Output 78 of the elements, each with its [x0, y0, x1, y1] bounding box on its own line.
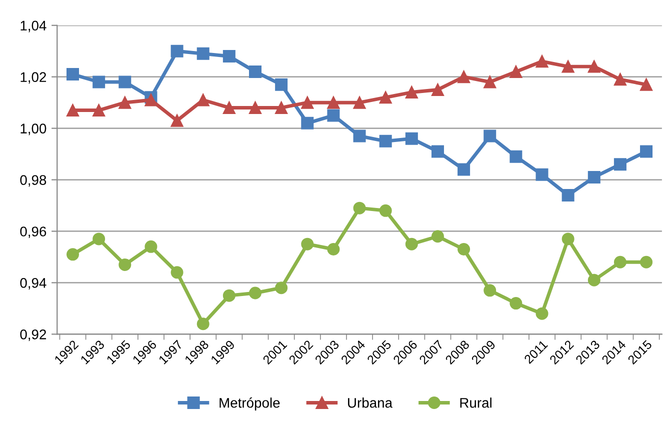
point — [562, 188, 574, 202]
point — [170, 266, 184, 279]
point — [118, 96, 132, 109]
point — [275, 78, 288, 91]
point — [66, 68, 80, 81]
y-tick-label: 0,92 — [20, 330, 46, 341]
point — [248, 65, 262, 78]
point — [458, 163, 470, 176]
point — [301, 96, 314, 109]
point — [248, 101, 262, 114]
y-tick-label: 0,96 — [20, 226, 46, 238]
point — [484, 284, 496, 297]
legend-label: Metrópole — [220, 397, 280, 410]
point — [196, 94, 210, 106]
y-tick-label: 0,94 — [20, 278, 46, 290]
point — [353, 96, 366, 109]
legend-label: Rural — [460, 398, 492, 408]
point — [588, 274, 600, 286]
point — [458, 70, 470, 84]
point — [92, 232, 106, 246]
point — [66, 104, 80, 117]
point — [275, 282, 288, 294]
point — [92, 104, 106, 117]
point — [510, 297, 522, 310]
point — [170, 114, 184, 127]
point — [379, 134, 392, 148]
point — [66, 248, 80, 261]
point — [431, 145, 444, 158]
y-tick-label: 1,02 — [20, 72, 46, 84]
point — [248, 286, 262, 300]
point — [536, 307, 548, 320]
point — [484, 130, 496, 142]
point — [405, 86, 418, 99]
point — [222, 289, 236, 302]
point — [614, 158, 626, 171]
y-tick-label: 1,04 — [20, 20, 46, 32]
point — [536, 168, 548, 181]
point — [379, 91, 392, 104]
point — [275, 101, 288, 114]
y-tick-label: 0,98 — [20, 175, 46, 187]
point — [458, 243, 470, 256]
point — [431, 83, 444, 96]
point — [222, 101, 236, 114]
point — [588, 170, 600, 184]
point — [484, 76, 496, 88]
point — [379, 204, 392, 217]
y-tick-label: 1,00 — [20, 124, 46, 136]
point — [222, 50, 236, 63]
point — [510, 150, 522, 163]
point — [170, 44, 184, 58]
point — [92, 76, 106, 88]
point — [614, 73, 626, 86]
point — [353, 130, 366, 142]
point — [405, 132, 418, 145]
point — [640, 256, 653, 268]
point — [353, 202, 366, 214]
point — [118, 76, 132, 88]
legend-label: Urbana — [348, 398, 393, 408]
point — [405, 238, 418, 250]
point — [562, 232, 574, 246]
point — [327, 243, 340, 256]
point — [118, 258, 132, 271]
point — [562, 60, 574, 73]
point — [144, 240, 158, 253]
point — [196, 318, 210, 330]
point — [640, 78, 653, 91]
point — [431, 230, 444, 243]
point — [536, 55, 548, 68]
point — [196, 47, 210, 60]
point — [144, 94, 158, 106]
point — [301, 116, 314, 130]
point — [614, 256, 626, 268]
point — [640, 145, 653, 158]
point — [327, 109, 340, 122]
point — [510, 65, 522, 78]
point — [588, 60, 600, 73]
point — [301, 238, 314, 250]
point — [327, 96, 340, 109]
